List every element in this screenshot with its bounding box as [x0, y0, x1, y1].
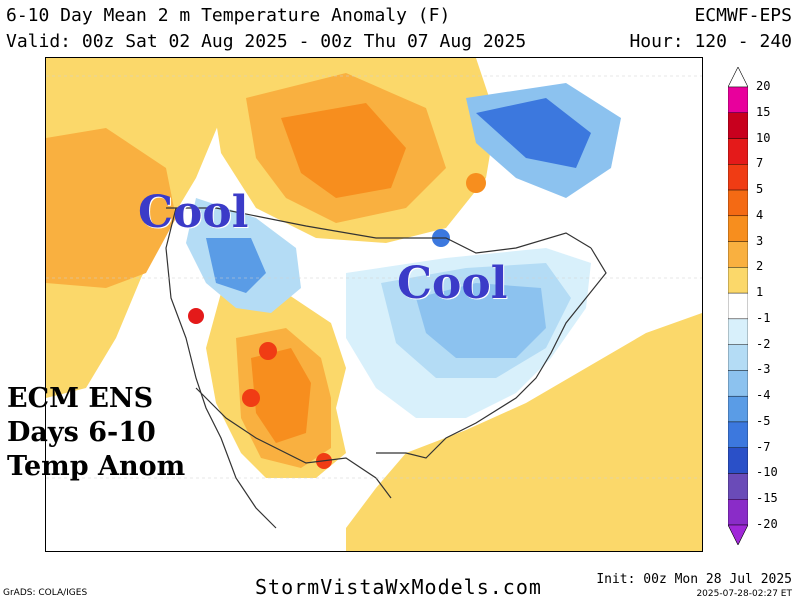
- east-gulf-coast: [376, 247, 607, 459]
- legend-label: 15: [756, 104, 771, 119]
- legend-swatch: [728, 473, 748, 500]
- legend-label: -4: [756, 388, 771, 403]
- pacific-warm-orange: [46, 128, 176, 288]
- legend-swatch: [728, 241, 748, 268]
- label-line-2: Days 6-10: [7, 417, 156, 448]
- legend-swatch: [728, 138, 748, 165]
- legend-label: 2: [756, 259, 764, 274]
- legend-swatch: [728, 499, 748, 526]
- legend-label: 7: [756, 156, 764, 171]
- legend-label: -1: [756, 310, 771, 325]
- model-name: ECMWF-EPS: [694, 5, 792, 26]
- sw-hotspot-2: [242, 389, 260, 407]
- eastern-canada-cool-core: [476, 98, 591, 168]
- legend-swatch: [728, 86, 748, 113]
- northwest-cool-core: [206, 238, 266, 293]
- anomaly-map: [45, 57, 703, 552]
- legend-top-arrow: [728, 67, 748, 88]
- legend-swatch: [728, 215, 748, 242]
- grid-lines: [46, 75, 702, 479]
- legend-label: -2: [756, 336, 771, 351]
- legend-label: -10: [756, 465, 778, 480]
- legend-bottom-arrow: [728, 524, 748, 545]
- valid-period: Valid: 00z Sat 02 Aug 2025 - 00z Thu 07 …: [6, 31, 527, 52]
- cool-annotation-west: Cool: [138, 187, 249, 238]
- legend-label: -15: [756, 491, 778, 506]
- legend-swatch: [728, 292, 748, 320]
- legend-label: -3: [756, 362, 771, 377]
- map-title: 6-10 Day Mean 2 m Temperature Anomaly (F…: [6, 5, 451, 26]
- legend-swatch: [728, 267, 748, 294]
- legend-label: -7: [756, 439, 771, 454]
- legend-swatch: [728, 447, 748, 474]
- southwest-warm-core: [251, 348, 311, 443]
- atlantic-warm: [346, 313, 702, 551]
- west-coast: [165, 207, 277, 529]
- init-time: Init: 00z Mon 28 Jul 2025: [596, 572, 792, 587]
- timestamp: 2025-07-28-02:27 ET: [696, 589, 792, 599]
- legend-swatch: [728, 344, 748, 371]
- color-legend: [728, 67, 748, 545]
- grads-credit: GrADS: COLA/IGES: [3, 588, 88, 598]
- label-line-1: ECM ENS: [7, 383, 154, 414]
- legend-swatch: [728, 370, 748, 397]
- legend-label: 4: [756, 207, 764, 222]
- legend-label: 5: [756, 182, 764, 197]
- forecast-hours: Hour: 120 - 240: [629, 31, 792, 52]
- legend-label: 3: [756, 233, 764, 248]
- label-line-3: Temp Anom: [7, 451, 186, 482]
- legend-label: -20: [756, 517, 778, 531]
- legend-swatch: [728, 395, 748, 423]
- legend-label: 1: [756, 285, 764, 300]
- legend-swatch: [728, 164, 748, 191]
- legend-label: 20: [756, 79, 771, 93]
- anomaly-map-svg: [46, 58, 702, 551]
- canada-warm-core: [281, 103, 406, 198]
- hudson-warm: [466, 173, 486, 193]
- legend-label: 10: [756, 130, 771, 145]
- nevada-hotspot: [188, 308, 204, 324]
- map-label: ECM ENS Days 6-10 Temp Anom: [7, 382, 185, 484]
- legend-swatch: [728, 421, 748, 448]
- legend-label: -5: [756, 413, 771, 428]
- us-canada-border: [166, 207, 592, 254]
- site-name: StormVistaWxModels.com: [255, 575, 542, 599]
- legend-swatch: [728, 189, 748, 217]
- legend-swatch: [728, 318, 748, 345]
- eastern-us-cool-mid: [416, 283, 546, 358]
- cool-annotation-east: Cool: [397, 258, 508, 309]
- sw-hotspot-1: [259, 342, 277, 360]
- legend-swatch: [728, 112, 748, 139]
